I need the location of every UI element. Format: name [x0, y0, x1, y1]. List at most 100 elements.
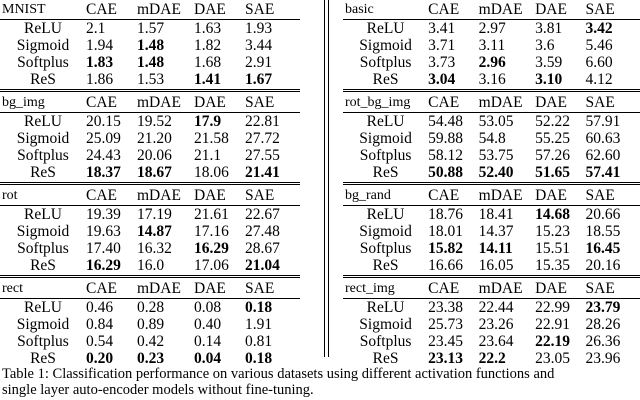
- result-cell: 28.67: [245, 240, 280, 257]
- result-cell: 1.94: [86, 37, 114, 54]
- table-row: ReS 16.29 16.0 17.06 21.04: [0, 257, 300, 274]
- result-cell: 24.43: [86, 147, 121, 164]
- result-cell: 0.08: [194, 299, 222, 316]
- table-separator: [0, 89, 300, 92]
- result-cell: 18.55: [585, 223, 621, 240]
- result-cell: 16.29: [194, 240, 229, 257]
- result-cell: 0.23: [137, 350, 165, 367]
- result-cell: 22.19: [535, 333, 570, 350]
- result-cell: 14.37: [478, 223, 514, 240]
- column-header-mdae: mDAE: [478, 94, 523, 111]
- activation-label: ReLU: [366, 113, 405, 130]
- dataset-name: bg_rand: [345, 188, 391, 203]
- table-row: ReS 1.86 1.53 1.41 1.67: [0, 71, 300, 88]
- activation-label: ReLU: [366, 20, 405, 37]
- result-cell: 1.48: [137, 54, 165, 71]
- result-cell: 3.71: [428, 37, 456, 54]
- table-separator: [343, 89, 640, 92]
- result-cell: 17.06: [194, 257, 229, 274]
- result-cell: 23.64: [478, 333, 514, 350]
- table-row: Softplus 0.54 0.42 0.14 0.81: [0, 333, 300, 350]
- column-header-sae: SAE: [585, 187, 615, 204]
- result-cell: 2.96: [478, 54, 506, 71]
- table-row: Sigmoid 1.94 1.48 1.82 3.44: [0, 37, 300, 54]
- result-cell: 27.72: [245, 130, 280, 147]
- result-cell: 14.87: [137, 223, 172, 240]
- result-cell: 17.9: [194, 113, 222, 130]
- result-cell: 1.83: [86, 54, 114, 71]
- column-header-cae: CAE: [428, 1, 460, 18]
- result-cell: 57.26: [535, 147, 570, 164]
- dataset-name: rect_img: [345, 281, 395, 296]
- column-header-dae: DAE: [194, 187, 226, 204]
- result-cell: 25.73: [428, 316, 464, 333]
- result-cell: 0.42: [137, 333, 165, 350]
- result-cell: 57.41: [585, 164, 621, 181]
- dataset-name: rot_bg_img: [345, 95, 411, 110]
- result-cell: 57.91: [585, 113, 621, 130]
- table-header-row: bg_img CAE mDAE DAE SAE: [0, 93, 300, 113]
- result-cell: 0.20: [86, 350, 114, 367]
- activation-label: ReLU: [366, 206, 405, 223]
- result-cell: 15.82: [428, 240, 464, 257]
- table-row: ReS 16.66 16.05 15.35 20.16: [343, 257, 640, 274]
- result-cell: 19.39: [86, 206, 121, 223]
- result-cell: 0.18: [245, 350, 273, 367]
- result-cell: 3.11: [478, 37, 506, 54]
- result-cell: 0.89: [137, 316, 165, 333]
- result-cell: 0.40: [194, 316, 222, 333]
- result-cell: 25.09: [86, 130, 121, 147]
- result-cell: 23.05: [535, 350, 570, 367]
- table-row: ReLU 54.48 53.05 52.22 57.91: [343, 113, 640, 131]
- table-header-row: rect CAE mDAE DAE SAE: [0, 279, 300, 299]
- result-cell: 22.44: [478, 299, 514, 316]
- result-cell: 22.99: [535, 299, 570, 316]
- result-cell: 0.28: [137, 299, 165, 316]
- result-cell: 22.67: [245, 206, 280, 223]
- result-cell: 0.84: [86, 316, 114, 333]
- result-cell: 3.04: [428, 71, 456, 88]
- result-cell: 18.76: [428, 206, 464, 223]
- table-row: Softplus 15.82 14.11 15.51 16.45: [343, 240, 640, 257]
- activation-label: Softplus: [17, 54, 69, 71]
- result-cell: 5.46: [585, 37, 613, 54]
- results-table-rect-img: rect_img CAE mDAE DAE SAE ReLU 23.38 22.44 22.99…: [343, 279, 640, 367]
- result-cell: 21.41: [245, 164, 280, 181]
- result-cell: 62.60: [585, 147, 621, 164]
- activation-label: ReS: [372, 164, 399, 181]
- result-cell: 3.73: [428, 54, 456, 71]
- activation-label: ReS: [372, 257, 399, 274]
- result-cell: 21.58: [194, 130, 229, 147]
- result-cell: 18.01: [428, 223, 464, 240]
- activation-label: Softplus: [359, 147, 412, 164]
- activation-label: Sigmoid: [16, 316, 70, 333]
- result-cell: 18.37: [86, 164, 121, 181]
- activation-label: Softplus: [17, 147, 69, 164]
- results-table-rect: rect CAE mDAE DAE SAE ReLU 0.46 0.28 0.08 0.18 Sig…: [0, 279, 300, 367]
- result-cell: 17.40: [86, 240, 121, 257]
- results-table-rot-bg-img: rot_bg_img CAE mDAE DAE SAE ReLU 54.48 53.05 52.…: [343, 93, 640, 181]
- result-cell: 53.05: [478, 113, 514, 130]
- table-row: Softplus 17.40 16.32 16.29 28.67: [0, 240, 300, 257]
- column-header-dae: DAE: [535, 187, 567, 204]
- result-cell: 20.16: [585, 257, 621, 274]
- result-cell: 23.96: [585, 350, 621, 367]
- column-header-dae: DAE: [535, 1, 567, 18]
- result-cell: 6.60: [585, 54, 613, 71]
- result-cell: 51.65: [535, 164, 570, 181]
- result-cell: 3.44: [245, 37, 273, 54]
- result-cell: 54.48: [428, 113, 464, 130]
- result-cell: 22.2: [478, 350, 506, 367]
- table-row: Sigmoid 19.63 14.87 17.16 27.48: [0, 223, 300, 240]
- result-cell: 54.8: [478, 130, 506, 147]
- table-row: ReS 50.88 52.40 51.65 57.41: [343, 164, 640, 181]
- activation-label: ReS: [30, 350, 56, 367]
- column-divider-left: [324, 0, 325, 357]
- result-cell: 3.42: [585, 20, 613, 37]
- activation-label: Sigmoid: [16, 223, 70, 240]
- activation-label: ReS: [30, 71, 56, 88]
- table-row: ReS 23.13 22.2 23.05 23.96: [343, 350, 640, 367]
- result-cell: 1.63: [194, 20, 222, 37]
- dataset-name: bg_img: [2, 95, 45, 110]
- table-header-row: MNIST CAE mDAE DAE SAE: [0, 0, 300, 20]
